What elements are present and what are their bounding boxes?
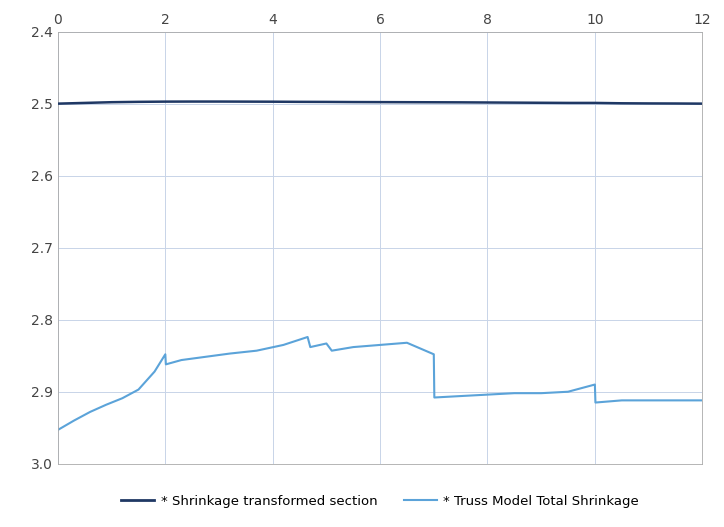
* Truss Model Total Shrinkage: [327, 347, 336, 354]
* Truss Model Total Shrinkage: [151, 368, 159, 375]
* Shrinkage transformed section: [671, 100, 680, 106]
* Truss Model Total Shrinkage: [102, 402, 111, 408]
* Truss Model Total Shrinkage: [177, 357, 186, 363]
* Truss Model Total Shrinkage: [303, 334, 312, 340]
* Shrinkage transformed section: [618, 100, 626, 106]
* Shrinkage transformed section: [107, 99, 116, 105]
* Shrinkage transformed section: [134, 99, 143, 105]
* Truss Model Total Shrinkage: [510, 390, 518, 396]
* Shrinkage transformed section: [644, 100, 653, 106]
* Shrinkage transformed section: [564, 100, 573, 106]
* Truss Model Total Shrinkage: [306, 344, 315, 350]
* Truss Model Total Shrinkage: [536, 390, 546, 396]
* Shrinkage transformed section: [80, 100, 89, 106]
Line: * Shrinkage transformed section: * Shrinkage transformed section: [58, 102, 702, 104]
* Shrinkage transformed section: [510, 100, 518, 106]
* Truss Model Total Shrinkage: [618, 397, 626, 404]
* Shrinkage transformed section: [536, 100, 546, 106]
* Truss Model Total Shrinkage: [118, 395, 127, 402]
* Truss Model Total Shrinkage: [85, 409, 94, 415]
* Truss Model Total Shrinkage: [429, 351, 438, 357]
* Truss Model Total Shrinkage: [252, 347, 261, 354]
* Shrinkage transformed section: [403, 99, 411, 105]
* Shrinkage transformed section: [456, 99, 465, 105]
* Shrinkage transformed section: [429, 99, 438, 105]
Line: * Truss Model Total Shrinkage: * Truss Model Total Shrinkage: [58, 337, 702, 430]
* Truss Model Total Shrinkage: [225, 350, 234, 357]
* Truss Model Total Shrinkage: [70, 417, 78, 424]
* Truss Model Total Shrinkage: [644, 397, 653, 404]
* Shrinkage transformed section: [322, 99, 331, 105]
* Truss Model Total Shrinkage: [591, 382, 599, 388]
* Truss Model Total Shrinkage: [161, 351, 169, 357]
* Truss Model Total Shrinkage: [564, 388, 573, 395]
* Truss Model Total Shrinkage: [161, 361, 170, 367]
* Shrinkage transformed section: [376, 99, 384, 105]
* Truss Model Total Shrinkage: [698, 397, 707, 404]
* Shrinkage transformed section: [161, 99, 169, 105]
* Shrinkage transformed section: [483, 99, 492, 105]
* Truss Model Total Shrinkage: [322, 340, 331, 347]
* Truss Model Total Shrinkage: [591, 399, 599, 406]
Legend: * Shrinkage transformed section, * Truss Model Total Shrinkage: * Shrinkage transformed section, * Truss…: [116, 490, 644, 513]
* Shrinkage transformed section: [242, 99, 251, 105]
* Shrinkage transformed section: [214, 99, 223, 105]
* Truss Model Total Shrinkage: [376, 342, 384, 348]
* Truss Model Total Shrinkage: [403, 339, 411, 346]
* Truss Model Total Shrinkage: [198, 354, 207, 360]
* Truss Model Total Shrinkage: [456, 393, 465, 399]
* Shrinkage transformed section: [698, 101, 707, 107]
* Truss Model Total Shrinkage: [430, 394, 439, 401]
* Shrinkage transformed section: [54, 101, 62, 107]
* Truss Model Total Shrinkage: [483, 392, 492, 398]
* Shrinkage transformed section: [269, 99, 277, 105]
* Truss Model Total Shrinkage: [54, 427, 62, 433]
* Truss Model Total Shrinkage: [134, 386, 143, 393]
* Shrinkage transformed section: [188, 99, 196, 105]
* Truss Model Total Shrinkage: [671, 397, 680, 404]
* Truss Model Total Shrinkage: [279, 342, 288, 348]
* Shrinkage transformed section: [591, 100, 599, 106]
* Truss Model Total Shrinkage: [349, 344, 358, 350]
* Shrinkage transformed section: [349, 99, 358, 105]
* Shrinkage transformed section: [295, 99, 304, 105]
